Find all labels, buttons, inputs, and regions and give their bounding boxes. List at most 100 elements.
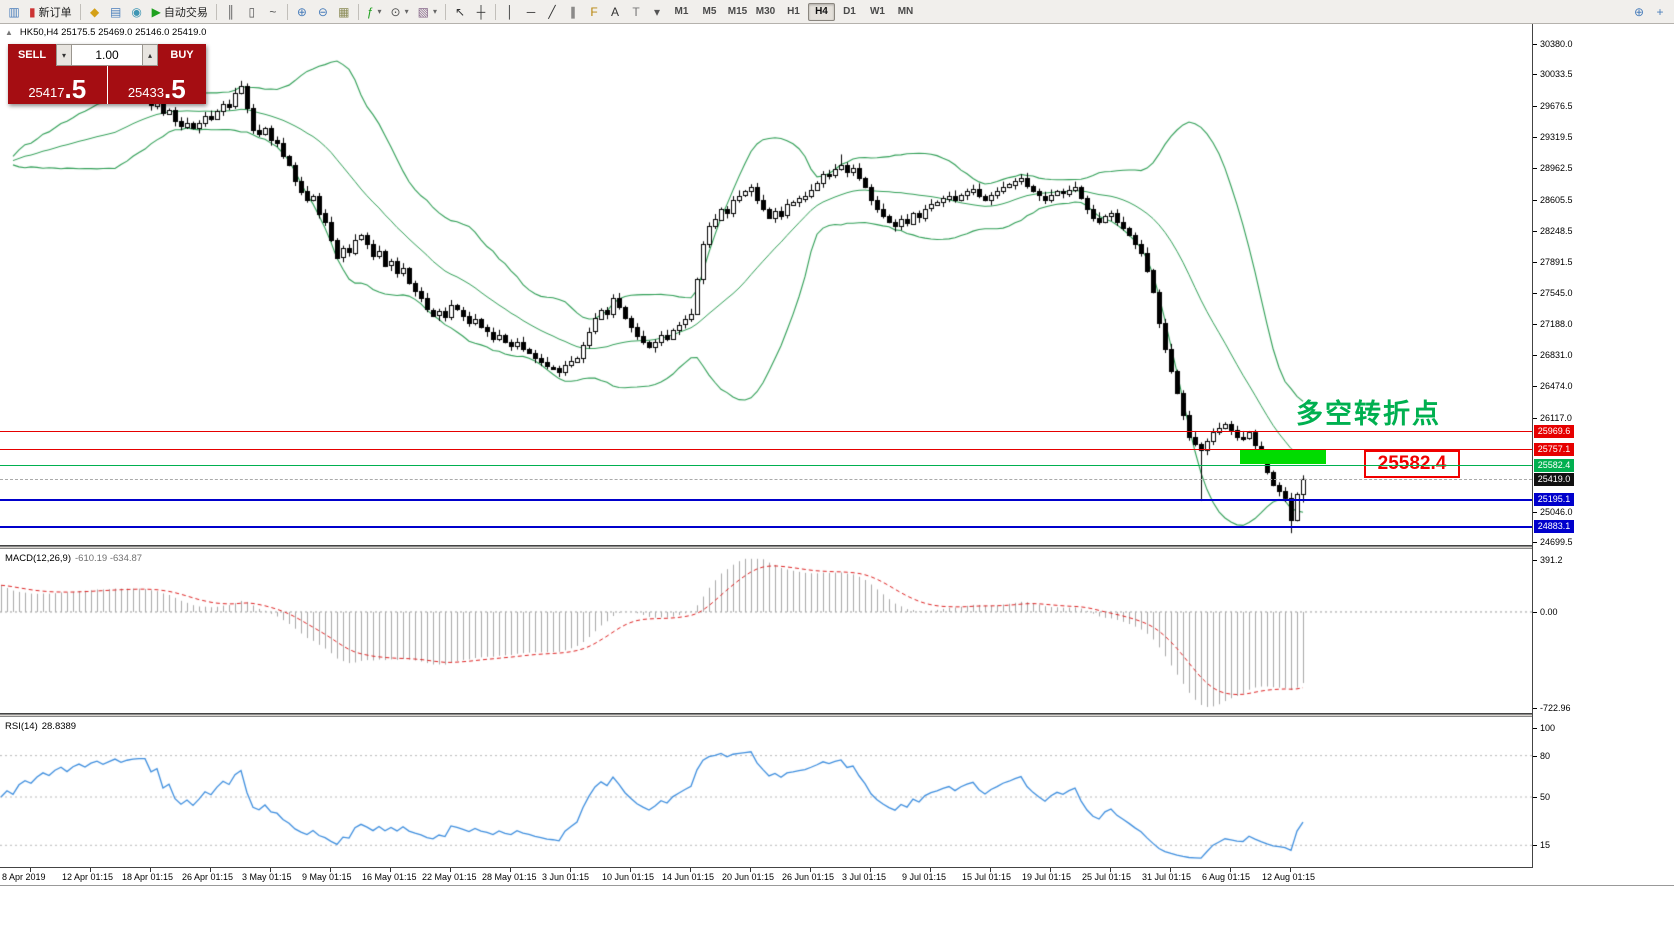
shapes-button[interactable]: ▾ bbox=[647, 2, 667, 22]
autotrade-button[interactable]: ▶ 自动交易 bbox=[148, 2, 212, 22]
navigator-button[interactable]: ◉ bbox=[127, 2, 147, 22]
rsi-axis-label: 50 bbox=[1540, 792, 1551, 802]
buy-button[interactable]: BUY bbox=[158, 44, 206, 66]
time-axis[interactable]: 8 Apr 2019 12 Apr 01:15 18 Apr 01:15 26 Apr… bbox=[0, 868, 1674, 886]
autotrade-icon: ▶ bbox=[151, 4, 161, 19]
timeframe-button-m1[interactable]: M1 bbox=[674, 6, 689, 17]
price-axis-label: 26831.0 bbox=[1540, 350, 1573, 361]
price-axis-label-tick bbox=[1533, 44, 1537, 45]
hline-25419.0 bbox=[0, 479, 1532, 480]
time-axis-label: 15 Jul 01:15 bbox=[962, 872, 1012, 882]
price-chart-canvas[interactable] bbox=[0, 24, 1532, 546]
channel-button[interactable]: ∥ bbox=[563, 2, 583, 22]
macd-pane: MACD(12,26,9) -610.19 -634.87 bbox=[0, 550, 1532, 714]
time-axis-label: 28 May 01:15 bbox=[482, 872, 537, 882]
rsi-axis-label-tick bbox=[1533, 797, 1537, 798]
volume-up-button[interactable]: ▴ bbox=[142, 44, 158, 66]
candlestick-chart-button[interactable]: ▯ bbox=[242, 2, 262, 22]
text-icon: A bbox=[610, 4, 619, 19]
periods-icon: ⊙ bbox=[390, 4, 401, 19]
shapes-icon: ▾ bbox=[653, 4, 660, 19]
horizontal-line-icon: ─ bbox=[526, 4, 536, 19]
time-axis-tick bbox=[330, 868, 331, 872]
buy-price[interactable]: 25433 .5 bbox=[107, 66, 206, 104]
pane-splitter-1[interactable] bbox=[0, 546, 1674, 549]
rsi-axis-label: 100 bbox=[1540, 723, 1556, 733]
price-axis-label-tick bbox=[1533, 355, 1537, 357]
cursor-button[interactable]: ↖ bbox=[450, 2, 470, 22]
macd-canvas[interactable] bbox=[0, 550, 1532, 714]
text-button[interactable]: A bbox=[605, 2, 625, 22]
rsi-canvas[interactable] bbox=[0, 718, 1532, 868]
timeframe-button-mn[interactable]: MN bbox=[897, 6, 914, 17]
autotrade-button-label: 自动交易 bbox=[163, 6, 208, 19]
line-chart-button[interactable]: ~ bbox=[263, 2, 283, 22]
trendline-button[interactable]: ╱ bbox=[542, 2, 562, 22]
volume-down-button[interactable]: ▾ bbox=[56, 44, 72, 66]
timeframe-button-w1[interactable]: W1 bbox=[869, 6, 885, 17]
horizontal-line-button[interactable]: ─ bbox=[521, 2, 541, 22]
time-axis-tick bbox=[630, 868, 631, 872]
sell-price[interactable]: 25417 .5 bbox=[8, 66, 107, 104]
time-axis-label: 31 Jul 01:15 bbox=[1142, 872, 1192, 882]
time-axis-tick bbox=[450, 868, 451, 872]
price-axis[interactable]: 25969.6 25757.1 25582.4 25419.0 25195.1 24883… bbox=[1532, 24, 1674, 868]
zoom-in-button[interactable]: ⊕ bbox=[292, 2, 312, 22]
sell-button[interactable]: SELL bbox=[8, 44, 56, 66]
magnifier-plus-icon[interactable]: ⊕ bbox=[1629, 2, 1649, 22]
time-axis-label: 3 Jul 01:15 bbox=[842, 872, 887, 882]
channel-icon: ∥ bbox=[569, 4, 576, 19]
bar-chart-button[interactable]: ║ bbox=[221, 2, 241, 22]
price-axis-label-tick bbox=[1533, 74, 1537, 76]
timeframe-button-m5[interactable]: M5 bbox=[702, 6, 717, 17]
templates-icon: ▧ bbox=[417, 4, 429, 19]
volume-box bbox=[72, 44, 142, 66]
new-order-button[interactable]: ▮ 新订单 bbox=[25, 2, 76, 22]
price-axis-label: 30033.5 bbox=[1540, 69, 1573, 80]
rsi-axis-label: 15 bbox=[1540, 840, 1551, 851]
templates-button[interactable]: ▧ ▾ bbox=[414, 2, 441, 22]
vertical-line-button[interactable]: │ bbox=[500, 2, 520, 22]
pane-splitter-2[interactable] bbox=[0, 714, 1674, 717]
tile-windows-button[interactable]: ▦ bbox=[334, 2, 354, 22]
terminal-icon[interactable]: ▥ bbox=[4, 2, 24, 22]
sell-price-main: 25417 bbox=[28, 84, 65, 100]
price-axis-badge-25419.0: 25419.0 bbox=[1534, 473, 1574, 486]
price-axis-label: 29676.5 bbox=[1540, 100, 1573, 111]
time-axis-label: 20 Jun 01:15 bbox=[722, 872, 775, 882]
timeframe-button-h1[interactable]: H1 bbox=[787, 6, 800, 17]
one-click-collapse-button[interactable]: ▲ bbox=[5, 28, 13, 37]
macd-axis-label-tick bbox=[1533, 708, 1537, 709]
volume-input[interactable] bbox=[72, 45, 142, 65]
timeframe-button-h4[interactable]: H4 bbox=[807, 2, 835, 21]
fibonacci-button[interactable]: F bbox=[584, 2, 604, 22]
crosshair-button[interactable]: ┼ bbox=[471, 2, 491, 22]
periods-button[interactable]: ⊙ ▾ bbox=[387, 2, 413, 22]
timeframe-button-d1[interactable]: D1 bbox=[843, 6, 856, 17]
rsi-pane: RSI(14) 28.8389 bbox=[0, 718, 1532, 868]
time-axis-label: 18 Apr 01:15 bbox=[122, 872, 174, 882]
sell-price-fraction: .5 bbox=[64, 73, 87, 104]
magnifier-plus-icon: ⊕ bbox=[1633, 4, 1645, 19]
label-button[interactable]: T bbox=[626, 2, 646, 22]
label-icon: T bbox=[632, 4, 640, 19]
bar-chart-icon: ║ bbox=[226, 4, 236, 19]
time-axis-tick bbox=[690, 868, 691, 872]
indicators-button[interactable]: ƒ ▾ bbox=[363, 2, 386, 22]
data-window-icon: ▤ bbox=[109, 4, 122, 19]
timeframe-button-m15[interactable]: M15 bbox=[727, 6, 748, 17]
time-axis-label: 14 Jun 01:15 bbox=[662, 872, 715, 882]
price-axis-label-tick bbox=[1533, 386, 1537, 388]
timeframe-button-m30[interactable]: M30 bbox=[755, 6, 776, 17]
toolbar-separator bbox=[286, 3, 288, 20]
zoom-out-button[interactable]: ⊖ bbox=[313, 2, 333, 22]
price-axis-label: 30380.0 bbox=[1540, 39, 1573, 49]
time-axis-tick bbox=[1230, 868, 1231, 872]
tile-windows-icon: ▦ bbox=[338, 4, 350, 19]
rsi-header: RSI(14) 28.8389 bbox=[5, 721, 76, 732]
add-chart-icon[interactable]: + bbox=[1650, 2, 1670, 22]
data-window-button[interactable]: ▤ bbox=[106, 2, 126, 22]
macd-values: -610.19 -634.87 bbox=[75, 553, 143, 564]
market-watch-button[interactable]: ◆ bbox=[85, 2, 105, 22]
